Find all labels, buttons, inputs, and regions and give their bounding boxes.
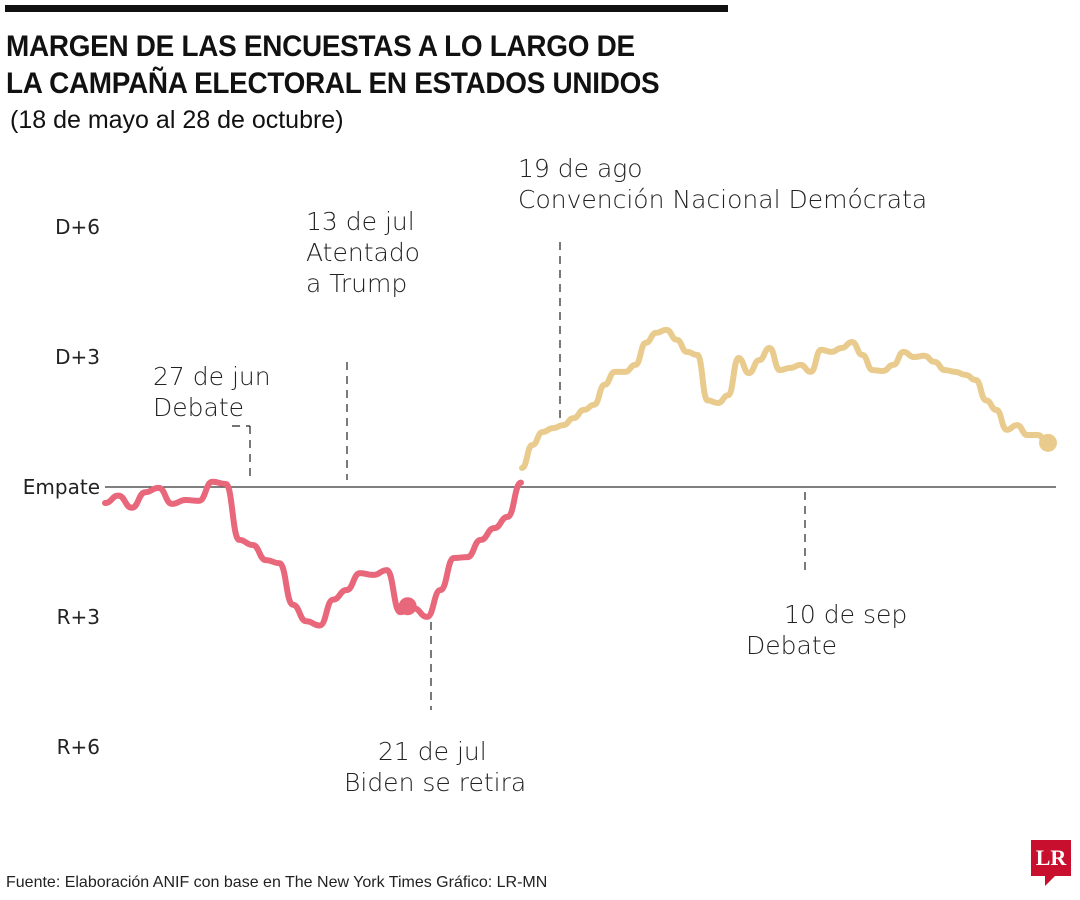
annotation-text: Convención Nacional Demócrata (518, 185, 927, 214)
y-tick-label: D+3 (55, 345, 100, 369)
y-tick-label: R+3 (57, 605, 100, 629)
event-marker (398, 597, 417, 616)
series-line-1 (102, 478, 524, 629)
series-end-marker (1039, 433, 1057, 452)
annotation-text: a Trump (306, 269, 407, 298)
annotation-text: Biden se retira (344, 768, 526, 797)
title-line-1: MARGEN DE LAS ENCUESTAS A LO LARGO DE (6, 30, 635, 63)
chart-title: MARGEN DE LAS ENCUESTAS A LO LARGO DE LA… (6, 28, 660, 102)
annotation-text: 10 de sep (784, 600, 907, 629)
lr-logo: LR (1031, 840, 1071, 886)
annotation-text: 27 de jun (153, 362, 271, 391)
annotation-text: 21 de jul (378, 737, 487, 766)
annotation-text: Debate (746, 631, 837, 660)
annotation-text: 13 de jul (306, 207, 415, 236)
annotation-text: Debate (153, 393, 244, 422)
annotation-text: 19 de ago (518, 154, 643, 183)
y-tick-label: D+6 (55, 215, 100, 239)
y-tick-label: R+6 (57, 735, 100, 759)
top-rule (5, 5, 728, 12)
series-line-2 (519, 326, 1051, 471)
chart-subtitle: (18 de mayo al 28 de octubre) (10, 106, 344, 134)
y-tick-label: Empate (23, 475, 100, 499)
annotation-text: Atentado (306, 238, 420, 267)
title-line-2: LA CAMPAÑA ELECTORAL EN ESTADOS UNIDOS (6, 67, 660, 100)
source-note: Fuente: Elaboración ANIF con base en The… (6, 874, 548, 891)
